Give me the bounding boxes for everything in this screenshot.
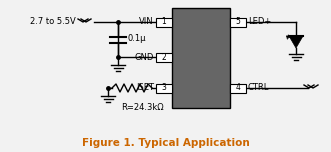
Polygon shape <box>289 36 303 48</box>
Text: 3: 3 <box>162 83 166 93</box>
Text: 0.1μ: 0.1μ <box>128 34 147 43</box>
Text: 5: 5 <box>236 17 240 26</box>
Text: VIN: VIN <box>139 17 154 26</box>
Bar <box>230 83 246 93</box>
Bar <box>156 83 172 93</box>
Text: 2: 2 <box>162 52 166 62</box>
Text: GND: GND <box>135 52 154 62</box>
Bar <box>172 8 230 108</box>
Text: 1: 1 <box>162 17 166 26</box>
Bar <box>156 52 172 62</box>
Text: ISET: ISET <box>136 83 154 93</box>
Text: CTRL: CTRL <box>248 83 269 93</box>
Text: Figure 1. Typical Application: Figure 1. Typical Application <box>82 138 249 148</box>
Text: 4: 4 <box>236 83 240 93</box>
Bar <box>156 17 172 26</box>
Bar <box>230 17 246 26</box>
Text: 2.7 to 5.5V: 2.7 to 5.5V <box>30 17 76 26</box>
Text: R=24.3kΩ: R=24.3kΩ <box>121 103 163 112</box>
Text: LED+: LED+ <box>248 17 271 26</box>
